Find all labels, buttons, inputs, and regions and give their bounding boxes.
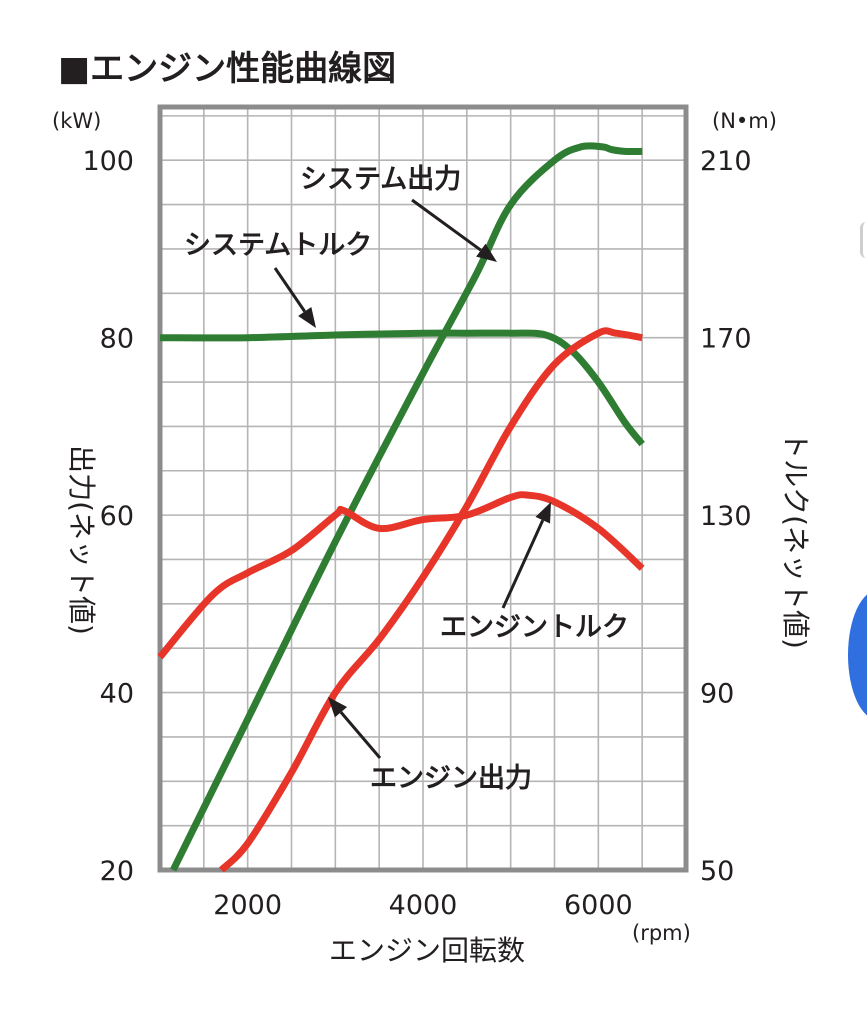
gray-fragment: [860, 222, 867, 258]
x-axis-title: エンジン回転数: [329, 934, 525, 967]
y-right-tick-label: 210: [700, 146, 752, 177]
annotation-system-torque: システムトルク: [184, 230, 372, 261]
arrow-system-output: [411, 198, 497, 262]
x-tick-label: 6000: [564, 890, 633, 921]
y-right-tick-label: 170: [700, 324, 752, 355]
y-left-tick-label: 60: [100, 501, 134, 532]
y-right-tick-label: 90: [700, 679, 734, 710]
system-output-line: [170, 142, 643, 872]
engine-torque-line: [157, 491, 645, 660]
y-right-tick-label: 130: [700, 501, 752, 532]
annotation-engine-output: エンジン出力: [370, 763, 532, 794]
annotation-arrows: [273, 198, 551, 759]
chart-title: ■エンジン性能曲線図: [58, 49, 396, 89]
x-tick-label: 4000: [389, 890, 458, 921]
left-axis-title: 出力(ネット値): [65, 445, 98, 635]
y-left-tick-label: 40: [100, 679, 134, 710]
y-left-tick-label: 80: [100, 324, 134, 355]
right-axis-title: トルク(ネット値): [779, 431, 812, 649]
arrow-shaft: [339, 711, 382, 759]
blue-circle-fragment: [848, 590, 867, 720]
arrow-head: [535, 502, 551, 524]
arrow-system-torque: [273, 267, 316, 328]
engine-output-line: [218, 327, 643, 873]
x-axis-unit: (rpm): [632, 921, 691, 945]
y-right-tick-label: 50: [700, 856, 734, 887]
x-tick-label: 2000: [213, 890, 282, 921]
arrow-shaft: [501, 519, 545, 609]
annotation-engine-torque: エンジントルク: [440, 612, 629, 643]
arrow-head: [298, 306, 316, 328]
arrow-head: [476, 243, 497, 262]
left-axis-unit: (kW): [52, 109, 101, 133]
arrow-shaft: [273, 267, 306, 313]
plot-frame: [157, 104, 689, 873]
arrow-engine-torque: [501, 502, 551, 609]
y-left-tick-label: 20: [100, 856, 134, 887]
series-lines: [157, 142, 645, 873]
arrow-engine-output: [328, 697, 382, 759]
arrow-head: [328, 697, 348, 718]
tick-labels: 2000 4000 6000 100 80 60 40 20 210 170 130 90 50: [82, 146, 751, 921]
grid: [160, 107, 686, 870]
y-left-tick-label: 100: [82, 146, 134, 177]
annotation-system-output: システム出力: [300, 164, 461, 195]
system-torque-line: [159, 329, 645, 447]
arrow-shaft: [411, 198, 482, 252]
right-axis-unit: (N•m): [712, 109, 777, 133]
